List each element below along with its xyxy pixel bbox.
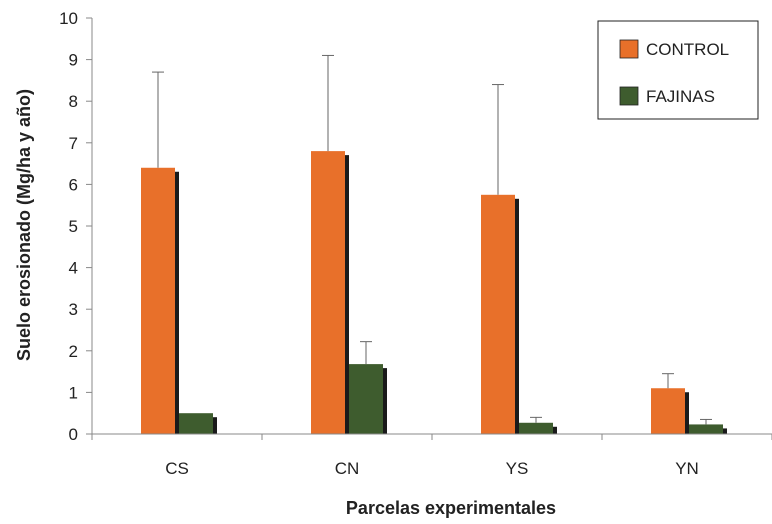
y-tick-label: 1 — [69, 383, 78, 402]
y-axis-title: Suelo erosionado (Mg/ha y año) — [14, 89, 34, 361]
bar-fajinas-ys — [519, 422, 553, 434]
y-tick-label: 10 — [59, 9, 78, 28]
legend-swatch-fajinas — [619, 86, 639, 106]
y-tick-label: 6 — [69, 175, 78, 194]
bar-fajinas-cs — [179, 413, 213, 434]
x-axis-ticks: CS CN YS YN — [91, 434, 772, 478]
bar-fajinas-cn — [349, 364, 383, 434]
x-tick-label: YN — [675, 459, 699, 478]
legend-label-control: CONTROL — [646, 40, 729, 59]
y-tick-label: 4 — [69, 259, 78, 278]
legend: CONTROL FAJINAS — [597, 20, 759, 120]
bar-control-ys — [481, 194, 515, 434]
y-tick-label: 2 — [69, 342, 78, 361]
y-axis-ticks: 0 1 2 3 4 5 6 7 8 9 10 — [59, 9, 92, 444]
y-tick-label: 9 — [69, 51, 78, 70]
bar-control-yn — [651, 388, 685, 434]
y-tick-label: 0 — [69, 425, 78, 444]
bar-control-cs — [141, 167, 175, 434]
x-tick-label: CN — [335, 459, 360, 478]
x-tick-label: CS — [165, 459, 189, 478]
bar-control-cn — [311, 151, 345, 434]
y-tick-label: 7 — [69, 134, 78, 153]
y-tick-label: 3 — [69, 300, 78, 319]
x-tick-label: YS — [506, 459, 529, 478]
legend-label-fajinas: FAJINAS — [646, 87, 715, 106]
bars — [141, 54, 727, 434]
legend-swatch-control — [619, 39, 639, 59]
y-tick-label: 5 — [69, 217, 78, 236]
bar-fajinas-yn — [689, 424, 723, 434]
x-axis-title: Parcelas experimentales — [346, 498, 556, 518]
y-tick-label: 8 — [69, 92, 78, 111]
